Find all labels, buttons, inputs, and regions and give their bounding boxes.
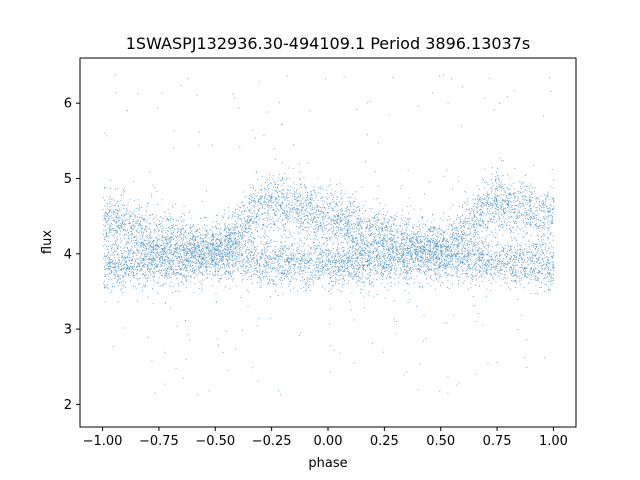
scatter-points — [102, 74, 555, 396]
plot-frame — [79, 57, 577, 428]
x-tick-label: −0.25 — [252, 434, 292, 449]
y-tick-label: 3 — [64, 323, 72, 338]
y-tick-label: 4 — [64, 247, 72, 262]
x-tick-label: 0.25 — [370, 434, 399, 449]
y-tick-label: 5 — [64, 172, 72, 187]
x-tick-label: 0.00 — [314, 434, 343, 449]
data-points — [102, 74, 555, 396]
y-tick-label: 2 — [64, 398, 72, 413]
x-tick-label: 0.50 — [426, 434, 455, 449]
x-axis-label: phase — [308, 456, 347, 471]
x-tick-label: −0.75 — [139, 434, 179, 449]
chart-title: 1SWASPJ132936.30-494109.1 Period 3896.13… — [126, 34, 531, 53]
x-tick-label: −0.50 — [195, 434, 235, 449]
x-axis: −1.00 −0.75 −0.50 −0.25 0.00 0.25 0.50 0.75 1.00 — [83, 427, 568, 449]
y-axis-label: flux — [40, 230, 55, 254]
x-tick-label: 1.00 — [539, 434, 568, 449]
y-axis: 2 3 4 5 6 — [64, 97, 80, 413]
y-tick-label: 6 — [64, 97, 72, 112]
x-tick-label: 0.75 — [483, 434, 512, 449]
x-tick-label: −1.00 — [83, 434, 123, 449]
